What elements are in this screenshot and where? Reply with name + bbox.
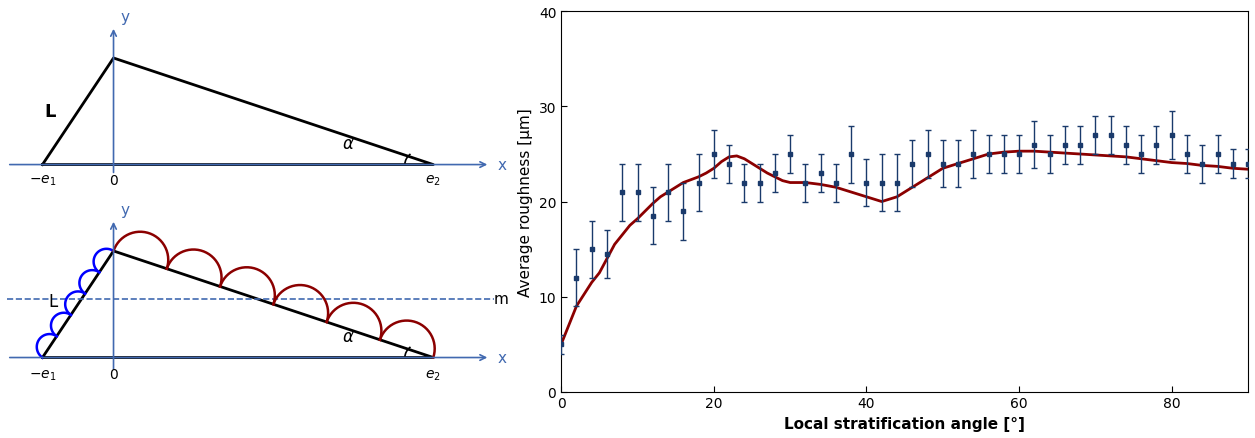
Text: $e_2$: $e_2$ xyxy=(425,367,442,382)
Text: $-e_1$: $-e_1$ xyxy=(29,174,56,188)
Text: $0$: $0$ xyxy=(109,174,118,187)
Text: L: L xyxy=(49,292,58,310)
Text: x: x xyxy=(497,158,506,173)
Text: L: L xyxy=(44,103,55,121)
Text: m: m xyxy=(493,292,508,307)
Text: $e_2$: $e_2$ xyxy=(425,174,442,188)
Text: y: y xyxy=(120,202,129,217)
X-axis label: Local stratification angle [°]: Local stratification angle [°] xyxy=(784,416,1025,431)
Text: $-e_1$: $-e_1$ xyxy=(29,367,56,382)
Text: $\alpha$: $\alpha$ xyxy=(341,134,354,152)
Text: $\alpha$: $\alpha$ xyxy=(341,327,354,345)
Text: y: y xyxy=(120,10,129,25)
Text: x: x xyxy=(497,350,506,365)
Text: $0$: $0$ xyxy=(109,367,118,381)
Y-axis label: Average roughness [μm]: Average roughness [μm] xyxy=(518,108,533,296)
